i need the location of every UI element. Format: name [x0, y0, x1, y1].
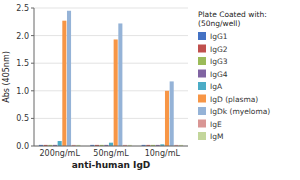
grid-line [34, 8, 188, 9]
legend-label: IgA [210, 82, 223, 91]
legend-swatch [198, 82, 206, 90]
y-axis: 0.0 0.5 1.0 1.5 2.0 2.5 [16, 4, 34, 151]
legend-swatch [198, 120, 206, 128]
legend: Plate Coated with:(50ng/well) IgG1 IgG2 IgG… [198, 10, 270, 141]
y-tick-label: 0.5 [16, 114, 29, 123]
chart: 0.0 0.5 1.0 1.5 2.0 2.5 200ng/mL 50ng/mL 10ng/mL… [0, 0, 300, 180]
grid-line [34, 35, 188, 36]
bar [62, 21, 66, 146]
x-tick-label: 10ng/mL [145, 149, 181, 158]
grid-line [34, 90, 188, 91]
bars [39, 11, 183, 146]
bar [67, 11, 71, 146]
legend-label: IgM [210, 132, 223, 141]
grid-line [34, 146, 188, 147]
legend-label: IgDk (myeloma) [210, 107, 270, 116]
bar [170, 81, 174, 146]
y-axis-title: Abs (405nm) [2, 51, 11, 103]
bar [114, 39, 118, 146]
bar [58, 141, 62, 146]
y-tick-label: 1.0 [16, 87, 29, 96]
y-tick-label: 2.0 [16, 32, 29, 41]
bar [118, 23, 122, 146]
legend-label: IgG1 [210, 32, 228, 41]
x-axis-title: anti-human IgD [72, 160, 151, 170]
legend-label: IgE [210, 120, 222, 129]
x-axis: 200ng/mL 50ng/mL 10ng/mL [39, 149, 180, 158]
grid [34, 8, 188, 146]
grid-line [34, 118, 188, 119]
y-axis-line [34, 8, 35, 146]
bar [165, 91, 169, 146]
legend-label: IgG4 [210, 70, 228, 79]
legend-swatch [198, 95, 206, 103]
legend-swatch [198, 132, 206, 140]
x-axis-line [34, 146, 188, 147]
y-tick-label: 0.0 [16, 142, 29, 151]
legend-swatch [198, 70, 206, 78]
legend-label: IgG3 [210, 57, 228, 66]
legend-swatch [198, 107, 206, 115]
grid-line [34, 63, 188, 64]
legend-label: IgG2 [210, 45, 228, 54]
legend-title: Plate Coated with:(50ng/well) [198, 10, 267, 28]
x-tick-label: 200ng/mL [39, 149, 80, 158]
legend-swatch [198, 32, 206, 40]
y-tick-label: 1.5 [16, 59, 29, 68]
y-tick-label: 2.5 [16, 4, 29, 13]
legend-label: IgD (plasma) [210, 95, 258, 104]
x-tick-label: 50ng/mL [93, 149, 129, 158]
legend-swatch [198, 45, 206, 53]
legend-swatch [198, 57, 206, 65]
